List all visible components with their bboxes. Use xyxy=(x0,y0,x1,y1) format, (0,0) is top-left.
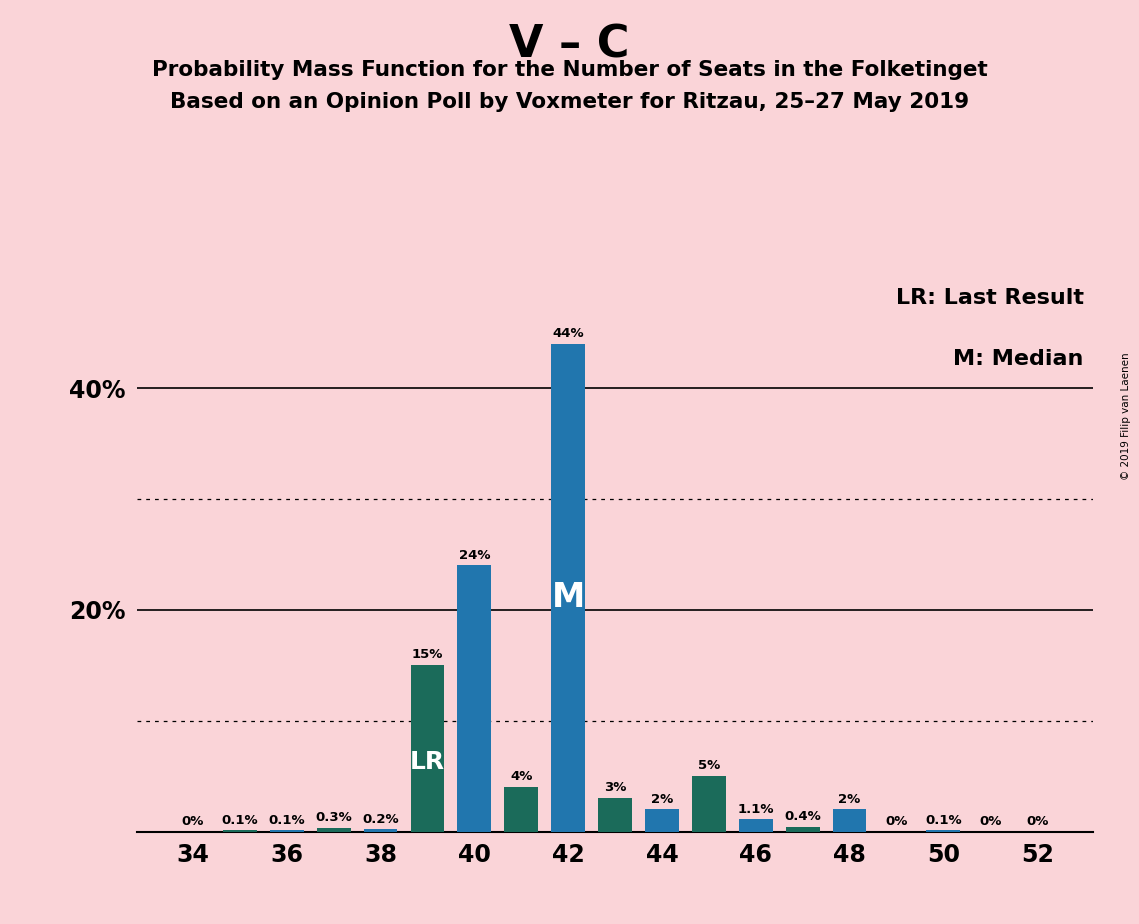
Bar xyxy=(786,827,820,832)
Bar xyxy=(363,830,398,832)
Bar xyxy=(551,344,585,832)
Text: 5%: 5% xyxy=(698,760,720,772)
Text: 15%: 15% xyxy=(412,649,443,662)
Text: 0%: 0% xyxy=(885,815,908,828)
Text: LR: Last Result: LR: Last Result xyxy=(896,288,1084,309)
Bar xyxy=(317,828,351,832)
Text: LR: LR xyxy=(410,749,445,773)
Text: 3%: 3% xyxy=(604,782,626,795)
Text: 0.2%: 0.2% xyxy=(362,812,399,825)
Text: 24%: 24% xyxy=(459,549,490,562)
Text: 1.1%: 1.1% xyxy=(738,803,775,816)
Text: 0.1%: 0.1% xyxy=(222,814,259,827)
Bar xyxy=(926,831,960,832)
Bar xyxy=(693,776,726,832)
Text: 0%: 0% xyxy=(182,815,204,828)
Text: 2%: 2% xyxy=(650,793,673,806)
Bar xyxy=(270,831,304,832)
Bar xyxy=(223,831,256,832)
Text: 0.4%: 0.4% xyxy=(785,810,821,823)
Bar xyxy=(505,787,538,832)
Text: 44%: 44% xyxy=(552,327,584,340)
Text: M: Median: M: Median xyxy=(953,349,1084,370)
Text: 2%: 2% xyxy=(838,793,861,806)
Text: 4%: 4% xyxy=(510,771,532,784)
Bar xyxy=(410,665,444,832)
Text: Based on an Opinion Poll by Voxmeter for Ritzau, 25–27 May 2019: Based on an Opinion Poll by Voxmeter for… xyxy=(170,92,969,113)
Bar xyxy=(598,798,632,832)
Bar xyxy=(833,809,867,832)
Bar xyxy=(645,809,679,832)
Text: 0.3%: 0.3% xyxy=(316,811,352,824)
Text: 0.1%: 0.1% xyxy=(925,814,961,827)
Text: © 2019 Filip van Laenen: © 2019 Filip van Laenen xyxy=(1121,352,1131,480)
Text: 0%: 0% xyxy=(1026,815,1048,828)
Text: Probability Mass Function for the Number of Seats in the Folketinget: Probability Mass Function for the Number… xyxy=(151,60,988,80)
Text: 0%: 0% xyxy=(980,815,1001,828)
Text: V – C: V – C xyxy=(509,23,630,67)
Bar xyxy=(739,820,772,832)
Bar xyxy=(458,565,491,832)
Text: 0.1%: 0.1% xyxy=(269,814,305,827)
Text: M: M xyxy=(551,581,584,614)
